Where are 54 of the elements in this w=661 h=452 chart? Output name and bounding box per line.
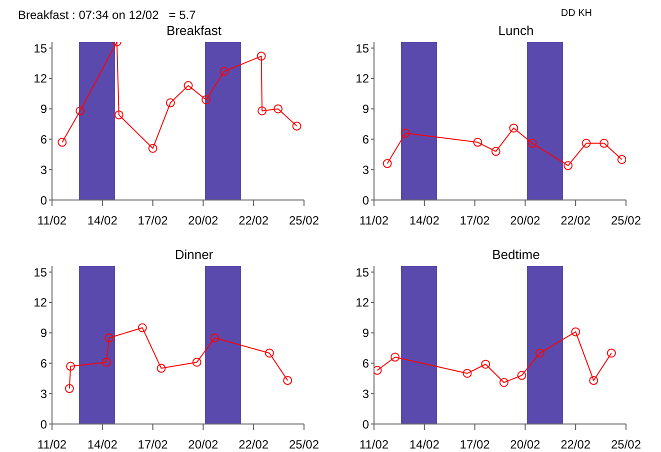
x-tick-label: 11/02 bbox=[37, 214, 67, 228]
x-tick-label: 14/02 bbox=[409, 438, 440, 452]
y-tick-label: 12 bbox=[34, 296, 48, 310]
x-tick-label: 22/02 bbox=[560, 214, 591, 228]
y-tick-label: 3 bbox=[40, 386, 48, 401]
x-tick-label: 11/02 bbox=[37, 438, 67, 452]
y-tick-label: 9 bbox=[40, 326, 48, 340]
text: DD KH bbox=[560, 8, 592, 19]
chart-title: Breakfast bbox=[166, 22, 222, 40]
y-tick-label: 12 bbox=[356, 296, 370, 310]
y-tick-label: 6 bbox=[362, 132, 370, 146]
y-tick-label: 12 bbox=[356, 72, 370, 86]
y-tick-label: 0 bbox=[40, 417, 48, 432]
y-tick-label: 0 bbox=[40, 193, 48, 208]
y-tick-label: 3 bbox=[362, 386, 370, 401]
x-tick-label: 11/02 bbox=[359, 214, 389, 228]
y-tick-label: 0 bbox=[362, 193, 370, 208]
x-tick-label: 17/02 bbox=[460, 438, 490, 452]
x-tick-label: 22/02 bbox=[560, 438, 591, 452]
y-tick-label: 3 bbox=[40, 162, 48, 177]
y-tick-label: 0 bbox=[362, 417, 370, 432]
x-tick-label: 14/02 bbox=[409, 214, 440, 228]
x-tick-label: 11/02 bbox=[359, 438, 389, 452]
x-tick-label: 25/02 bbox=[610, 438, 642, 452]
x-tick-label: 14/02 bbox=[87, 214, 118, 228]
chart-title: Dinner bbox=[174, 246, 214, 264]
y-tick-label: 6 bbox=[362, 356, 370, 370]
y-tick-label: 9 bbox=[362, 102, 370, 116]
y-tick-label: 9 bbox=[40, 102, 48, 116]
text: Breakfast : 07:34 on 12/02 = 5.7 bbox=[18, 8, 196, 22]
y-tick-label: 3 bbox=[362, 162, 370, 177]
x-tick-label: 14/02 bbox=[87, 438, 118, 452]
y-tick-label: 15 bbox=[34, 41, 48, 56]
y-tick-label: 6 bbox=[40, 132, 48, 146]
x-tick-label: 22/02 bbox=[238, 438, 269, 452]
x-tick-label: 25/02 bbox=[288, 438, 320, 452]
chart-title: Bedtime bbox=[491, 246, 541, 264]
y-tick-label: 12 bbox=[34, 72, 48, 86]
y-tick-label: 15 bbox=[356, 265, 370, 280]
y-tick-label: 6 bbox=[40, 356, 48, 370]
x-tick-label: 17/02 bbox=[138, 214, 168, 228]
x-tick-label: 17/02 bbox=[138, 438, 168, 452]
y-tick-label: 15 bbox=[34, 265, 48, 280]
x-tick-label: 20/02 bbox=[510, 214, 541, 228]
y-tick-label: 9 bbox=[362, 326, 370, 340]
x-tick-label: 25/02 bbox=[610, 214, 642, 228]
x-tick-label: 22/02 bbox=[238, 214, 269, 228]
x-tick-label: 25/02 bbox=[288, 214, 320, 228]
chart-title: Lunch bbox=[497, 22, 535, 40]
x-tick-label: 20/02 bbox=[188, 214, 219, 228]
x-tick-label: 20/02 bbox=[188, 438, 219, 452]
y-tick-label: 15 bbox=[356, 41, 370, 56]
x-tick-label: 20/02 bbox=[510, 438, 541, 452]
x-tick-label: 17/02 bbox=[460, 214, 490, 228]
